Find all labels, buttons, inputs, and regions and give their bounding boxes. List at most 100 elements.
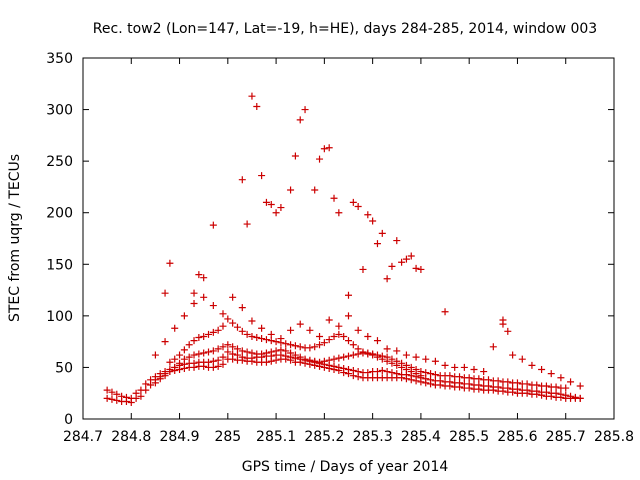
data-point	[465, 374, 473, 382]
data-point	[422, 355, 430, 363]
data-point	[272, 209, 280, 217]
data-point	[504, 378, 512, 386]
data-point	[349, 351, 357, 359]
data-point	[287, 341, 295, 349]
data-point	[330, 332, 338, 340]
y-axis-label: STEC from uqrg / TECUs	[7, 154, 23, 322]
data-point	[345, 365, 352, 373]
data-point	[287, 349, 295, 357]
data-point	[161, 289, 169, 297]
data-point	[431, 357, 439, 365]
data-point	[296, 116, 304, 124]
y-tick-label: 150	[46, 257, 73, 273]
data-point	[287, 326, 295, 334]
data-point	[113, 396, 121, 404]
data-point	[238, 347, 246, 355]
data-point	[456, 379, 464, 387]
data-point	[108, 395, 116, 403]
data-point	[576, 382, 584, 390]
data-point	[567, 392, 575, 400]
data-point	[518, 355, 526, 363]
data-point	[214, 362, 222, 370]
data-point	[407, 368, 415, 376]
data-point	[378, 355, 386, 363]
data-point	[364, 350, 372, 358]
data-point	[378, 229, 386, 237]
data-point	[576, 394, 584, 402]
data-point	[248, 332, 256, 340]
data-point	[253, 334, 261, 342]
y-tick-label: 200	[46, 206, 73, 222]
data-point	[229, 293, 237, 301]
data-point	[484, 382, 492, 390]
data-point	[214, 345, 222, 353]
data-point	[422, 369, 430, 377]
data-point	[200, 274, 208, 282]
x-tick-label: 285.1	[256, 429, 296, 445]
data-point	[132, 389, 140, 397]
data-point	[248, 349, 256, 357]
data-point	[195, 271, 203, 279]
data-point	[533, 387, 541, 395]
data-point	[267, 337, 275, 345]
series-5	[161, 92, 512, 335]
data-point	[388, 369, 396, 377]
data-point	[291, 351, 299, 359]
data-point	[349, 367, 357, 375]
data-point	[345, 291, 352, 299]
data-point	[393, 370, 401, 378]
data-point	[161, 372, 169, 380]
data-point	[253, 102, 261, 110]
data-point	[291, 152, 299, 160]
data-point	[441, 308, 449, 316]
data-point	[456, 373, 464, 381]
data-point	[238, 176, 246, 184]
y-tick-label: 300	[46, 103, 73, 119]
data-point	[335, 330, 343, 338]
data-point	[316, 341, 324, 349]
data-point	[219, 322, 227, 330]
data-point	[446, 378, 454, 386]
data-point	[291, 342, 299, 350]
data-point	[262, 358, 270, 366]
data-point	[224, 348, 232, 356]
data-point	[533, 381, 541, 389]
data-point	[272, 338, 280, 346]
data-point	[118, 392, 126, 400]
data-point	[137, 392, 145, 400]
data-point	[354, 203, 362, 211]
data-point	[354, 326, 362, 334]
data-point	[475, 375, 483, 383]
data-point	[349, 341, 357, 349]
data-point	[340, 353, 348, 361]
data-point	[267, 330, 275, 338]
data-point	[282, 340, 290, 348]
data-point	[523, 380, 531, 388]
data-point	[151, 379, 159, 387]
data-point	[306, 356, 314, 364]
data-point	[219, 360, 227, 368]
series-2	[151, 341, 570, 392]
data-point	[195, 350, 203, 358]
y-tick-label: 50	[55, 360, 73, 376]
data-point	[325, 336, 333, 344]
data-point	[243, 330, 251, 338]
data-point	[494, 377, 502, 385]
data-point	[180, 355, 188, 363]
data-point	[180, 346, 188, 354]
data-point	[311, 357, 319, 365]
data-point	[233, 323, 241, 331]
data-point	[393, 347, 401, 355]
data-point	[393, 361, 401, 369]
x-axis-label: GPS time / Days of year 2014	[242, 459, 449, 475]
data-point	[417, 372, 425, 380]
data-point	[523, 386, 531, 394]
data-point	[528, 361, 536, 369]
data-point	[137, 386, 145, 394]
data-point	[209, 363, 217, 371]
data-point	[383, 345, 391, 353]
data-point	[373, 240, 381, 248]
data-point	[499, 316, 507, 324]
data-point	[306, 326, 314, 334]
data-point	[248, 317, 256, 325]
